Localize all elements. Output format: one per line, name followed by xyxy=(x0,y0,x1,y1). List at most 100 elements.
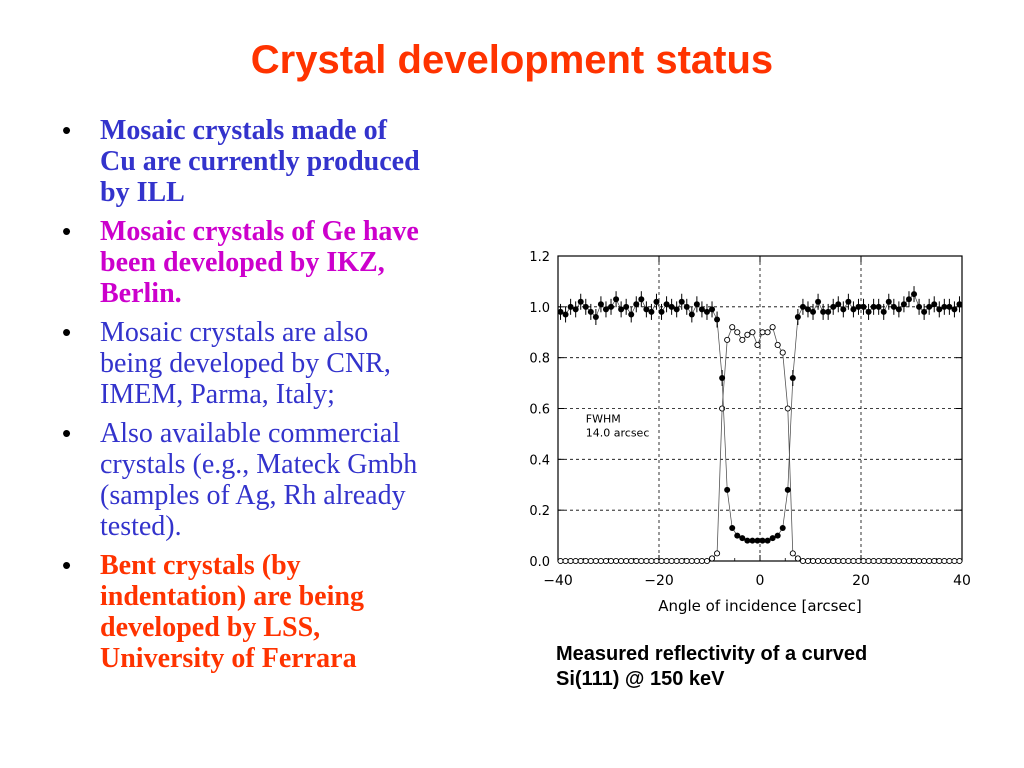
open-circle-point xyxy=(769,324,776,331)
filled-circle-point xyxy=(810,308,817,315)
open-circle-point xyxy=(794,555,801,562)
filled-circle-point xyxy=(618,306,625,313)
slide-title: Crystal development status xyxy=(250,38,774,82)
filled-circle-point xyxy=(865,308,872,315)
open-circle-point xyxy=(678,557,685,565)
x-tick-label: −40 xyxy=(543,573,573,589)
open-circle-point xyxy=(789,550,796,557)
open-circle-point xyxy=(648,557,655,565)
filled-circle-point xyxy=(905,296,912,303)
filled-circle-point xyxy=(602,306,609,313)
bullet-line: Also available commercial xyxy=(100,418,401,449)
open-circle-point xyxy=(804,557,812,565)
open-circle-point xyxy=(698,557,705,565)
filled-circle-point xyxy=(658,308,665,315)
annotation-fwhm-value: 14.0 arcsec xyxy=(586,427,650,440)
bullet-dot-icon: • xyxy=(62,115,72,145)
filled-circle-point xyxy=(784,486,791,493)
open-circle-point xyxy=(744,331,751,338)
filled-circle-point xyxy=(794,314,801,320)
series-open-circles xyxy=(557,324,963,565)
y-tick-label: 0.8 xyxy=(529,352,550,367)
filled-circle-point xyxy=(628,311,635,318)
open-circle-point xyxy=(719,405,726,412)
open-circle-point xyxy=(825,557,832,565)
open-circle-point xyxy=(633,557,640,565)
filled-circle-point xyxy=(633,301,640,308)
open-circle-point xyxy=(885,557,892,565)
figure-caption: Measured reflectivity of a curved Si(111… xyxy=(556,642,976,692)
open-circle-point xyxy=(870,557,877,565)
open-circle-point xyxy=(607,557,615,565)
bullet-line: tested). xyxy=(100,511,182,542)
filled-circle-point xyxy=(587,308,594,315)
filled-circle-point xyxy=(764,537,771,544)
filled-circle-point xyxy=(860,303,867,310)
bullet-dot-icon: • xyxy=(62,418,72,448)
filled-circle-point xyxy=(703,308,710,315)
bullet-line: Bent crystals (by xyxy=(100,550,301,581)
y-tick-label: 0.2 xyxy=(529,504,550,519)
open-circle-point xyxy=(582,557,589,565)
bullet-line: indentation) are being xyxy=(100,581,364,612)
filled-circle-point xyxy=(926,303,933,310)
open-circle-point xyxy=(592,557,599,565)
filled-circle-point xyxy=(799,303,806,310)
open-circle-point xyxy=(926,557,933,565)
open-circle-point xyxy=(850,557,857,565)
open-circle-point xyxy=(714,550,721,557)
open-circle-point xyxy=(764,329,771,336)
filled-circle-point xyxy=(673,306,680,313)
open-circle-point xyxy=(597,557,604,565)
open-circle-point xyxy=(880,557,887,565)
filled-circle-point xyxy=(946,303,953,310)
filled-circle-point xyxy=(683,303,690,310)
filled-circle-point xyxy=(880,308,887,315)
filled-circle-point xyxy=(698,306,705,313)
bullet-dot-icon: • xyxy=(62,550,72,580)
filled-circle-point xyxy=(567,303,574,310)
filled-circle-point xyxy=(734,532,741,539)
bullet-line: Mosaic crystals are also xyxy=(100,317,369,348)
filled-circle-point xyxy=(835,301,842,308)
filled-circle-point xyxy=(613,296,620,303)
open-circle-point xyxy=(754,341,761,349)
annotation-fwhm-label: FWHM xyxy=(586,413,621,426)
open-circle-point xyxy=(905,557,913,565)
filled-circle-point xyxy=(916,303,923,310)
y-tick-label: 1.0 xyxy=(529,301,550,316)
open-circle-point xyxy=(628,557,635,565)
filled-circle-point xyxy=(779,524,786,531)
filled-circle-point xyxy=(693,301,700,308)
chart-ticks: −40 −20 0 20 40 0.0 0.2 0.4 0.6 0.8 1.0 1.2 xyxy=(529,250,971,589)
bullet-line: crystals (e.g., Mateck Gmbh xyxy=(100,449,418,480)
open-circle-point xyxy=(799,557,806,565)
caption-line-2: Si(111) @ 150 keV xyxy=(556,668,725,690)
open-circle-point xyxy=(693,557,700,565)
filled-circle-point xyxy=(648,308,655,315)
caption-line-1: Measured reflectivity of a curved xyxy=(556,643,868,665)
filled-circle-point xyxy=(724,486,731,493)
open-circle-point xyxy=(658,557,665,565)
bullet-list: • Mosaic crystals made of Cu are currently… xyxy=(62,115,502,682)
open-circle-point xyxy=(683,557,690,565)
open-circle-point xyxy=(703,557,711,565)
open-circle-point xyxy=(673,557,680,565)
filled-circle-point xyxy=(855,303,862,310)
bullet-dot-icon: • xyxy=(62,317,72,347)
bullet-line: IMEM, Parma, Italy; xyxy=(100,379,335,410)
reflectivity-chart: −40 −20 0 20 40 0.0 0.2 0.4 0.6 0.8 1.0 1.2 FWHM 14… xyxy=(508,240,978,620)
y-tick-label: 0.4 xyxy=(529,453,550,468)
open-circle-point xyxy=(643,557,650,565)
bullet-dot-icon: • xyxy=(62,216,72,246)
bullet-item: • Also available commercial crystals (e.g.… xyxy=(62,418,502,542)
open-circle-point xyxy=(895,557,902,565)
open-circle-point xyxy=(567,557,574,565)
open-circle-point xyxy=(724,336,731,343)
open-circle-point xyxy=(688,557,695,565)
filled-circle-point xyxy=(562,311,569,318)
open-circle-point xyxy=(860,557,867,565)
filled-circle-point xyxy=(714,316,721,323)
open-circle-point xyxy=(921,557,928,565)
bullet-line: being developed by CNR, xyxy=(100,348,391,379)
